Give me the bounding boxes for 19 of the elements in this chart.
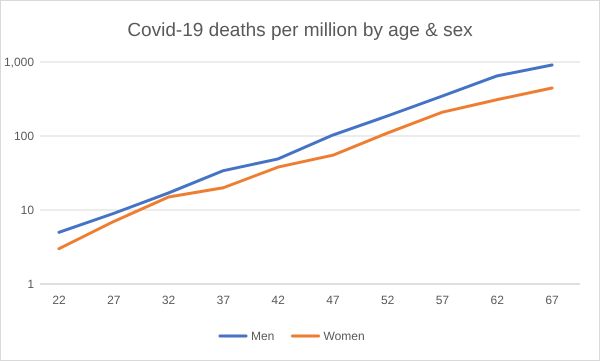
x-tick-label: 22: [52, 293, 66, 307]
line-series: [58, 86, 554, 250]
legend-label: Men: [251, 329, 274, 343]
line-series: [58, 64, 554, 234]
x-tick-label: 27: [107, 293, 121, 307]
chart-title: Covid-19 deaths per million by age & sex: [127, 20, 474, 41]
x-tick-label: 42: [271, 293, 286, 307]
x-tick-label: 52: [380, 293, 395, 307]
y-tick-label: 100: [14, 129, 34, 143]
x-tick-label: 62: [490, 293, 504, 307]
y-tick-label: 10: [20, 203, 34, 217]
x-tick-label: 57: [436, 293, 450, 307]
x-tick-label: 37: [216, 293, 230, 307]
y-tick-label: 1,000: [4, 55, 34, 69]
x-tick-label: 47: [326, 293, 340, 307]
x-tick-label: 32: [162, 293, 176, 307]
x-tick-label: 67: [545, 293, 559, 307]
legend-label: Women: [324, 329, 365, 343]
y-tick-label: 1: [27, 277, 34, 291]
